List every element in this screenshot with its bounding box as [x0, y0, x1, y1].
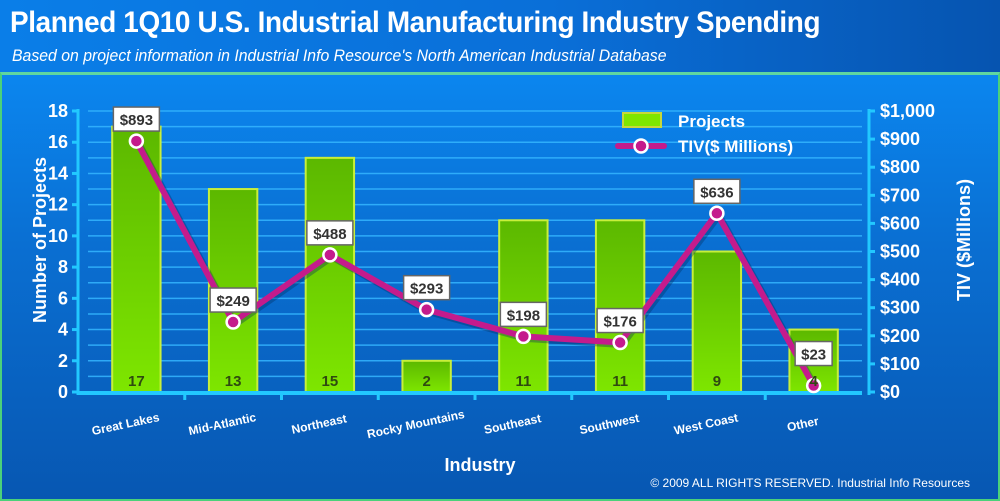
- y-tick-label: 14: [48, 163, 68, 183]
- bar-value-label: 2: [422, 373, 430, 390]
- tiv-data-label: $249: [216, 293, 249, 310]
- tiv-marker: [515, 328, 532, 345]
- y2-tick-label: $400: [880, 270, 920, 290]
- y2-tick-label: $300: [880, 298, 920, 318]
- y2-tick-label: $1,000: [880, 101, 935, 121]
- y2-tick-label: $500: [880, 242, 920, 262]
- tiv-data-label: $636: [700, 184, 733, 201]
- chart-header: Planned 1Q10 U.S. Industrial Manufacturi…: [0, 0, 1000, 72]
- tiv-marker: [418, 301, 435, 318]
- bar-projects: [304, 156, 356, 393]
- y-tick-label: 6: [58, 288, 68, 308]
- legend-label-projects: Projects: [678, 112, 745, 131]
- tiv-line-series: [128, 133, 822, 394]
- y-tick-label: 10: [48, 226, 68, 246]
- tiv-marker: [128, 133, 145, 149]
- bar-value-label: 4: [809, 373, 818, 390]
- tiv-data-label: $23: [801, 347, 826, 364]
- y-tick-label: 18: [48, 101, 68, 121]
- x-category-label: Great Lakes: [90, 410, 160, 438]
- y2-tick-label: $200: [880, 326, 920, 346]
- tiv-data-label: $176: [603, 314, 636, 331]
- bar-value-label: 11: [515, 373, 531, 390]
- tiv-label-box: [794, 340, 833, 367]
- copyright-notice: © 2009 ALL RIGHTS RESERVED. Industrial I…: [650, 476, 970, 490]
- y2-tick-label: $600: [880, 213, 920, 233]
- tiv-marker: [612, 334, 628, 351]
- y-tick-label: 0: [58, 382, 68, 402]
- tiv-label-box: [596, 307, 644, 334]
- tiv-marker: [709, 205, 725, 222]
- tiv-label-box: [499, 301, 548, 328]
- x-category-label: West Coast: [673, 410, 740, 437]
- y-axis-title: Number of Projects: [30, 157, 50, 323]
- y-tick-label: 12: [48, 195, 68, 215]
- legend-swatch-projects: [622, 112, 662, 128]
- bar-value-label: 15: [322, 373, 339, 390]
- tiv-label-box: [209, 287, 257, 313]
- tiv-marker: [225, 314, 241, 330]
- tiv-label-box: [693, 178, 741, 205]
- bar-projects: [691, 250, 743, 393]
- y-tick-label: 16: [48, 132, 68, 152]
- tiv-data-label: $488: [313, 226, 346, 243]
- bar-value-label: 13: [225, 373, 242, 390]
- bars: [111, 125, 839, 393]
- bar-value-label: 9: [713, 373, 721, 390]
- y2-tick-label: $900: [880, 129, 920, 149]
- bar-value-label: 11: [612, 373, 628, 390]
- bar-projects: [594, 219, 646, 393]
- x-category-label: Mid-Atlantic: [187, 410, 257, 438]
- bar-projects: [401, 359, 452, 393]
- chart-title: Planned 1Q10 U.S. Industrial Manufacturi…: [10, 6, 821, 39]
- y-tick-label: 4: [58, 320, 68, 340]
- tiv-label-box: [112, 106, 161, 132]
- y2-tick-label: $800: [880, 157, 920, 177]
- y-tick-label: 8: [58, 257, 68, 277]
- tiv-label-box: [402, 274, 451, 301]
- x-category-label: Other: [786, 414, 821, 434]
- y-tick-label: 2: [58, 351, 68, 371]
- tiv-data-label: $893: [120, 112, 153, 129]
- tiv-marker: [322, 247, 338, 263]
- data-labels: 17 13 15 2 11 11 9 4 $893 $249 $488 $293 $198 $176 $63…: [112, 106, 833, 390]
- x-category-label: Rocky Mountains: [366, 407, 466, 441]
- tiv-label-box: [306, 220, 354, 246]
- y2-axis-title: TIV ($Millions): [954, 179, 974, 301]
- x-category-label: Southeast: [483, 411, 543, 437]
- y2-tick-label: $0: [880, 382, 900, 402]
- legend-label-tiv: TIV($ Millions): [678, 137, 793, 156]
- legend: Projects TIV($ Millions): [615, 112, 793, 156]
- tiv-data-label: $198: [507, 307, 540, 324]
- x-axis-title: Industry: [444, 455, 515, 475]
- legend-swatch-tiv-marker: [633, 138, 649, 154]
- tiv-marker: [805, 377, 822, 394]
- bar-value-label: 17: [128, 373, 145, 390]
- chart-subtitle: Based on project information in Industri…: [12, 46, 667, 65]
- x-category-label: Northeast: [290, 411, 348, 436]
- y2-tick-label: $100: [880, 354, 920, 374]
- y2-tick-label: $700: [880, 185, 920, 205]
- tiv-data-label: $293: [410, 281, 443, 298]
- x-category-label: Southwest: [578, 411, 640, 437]
